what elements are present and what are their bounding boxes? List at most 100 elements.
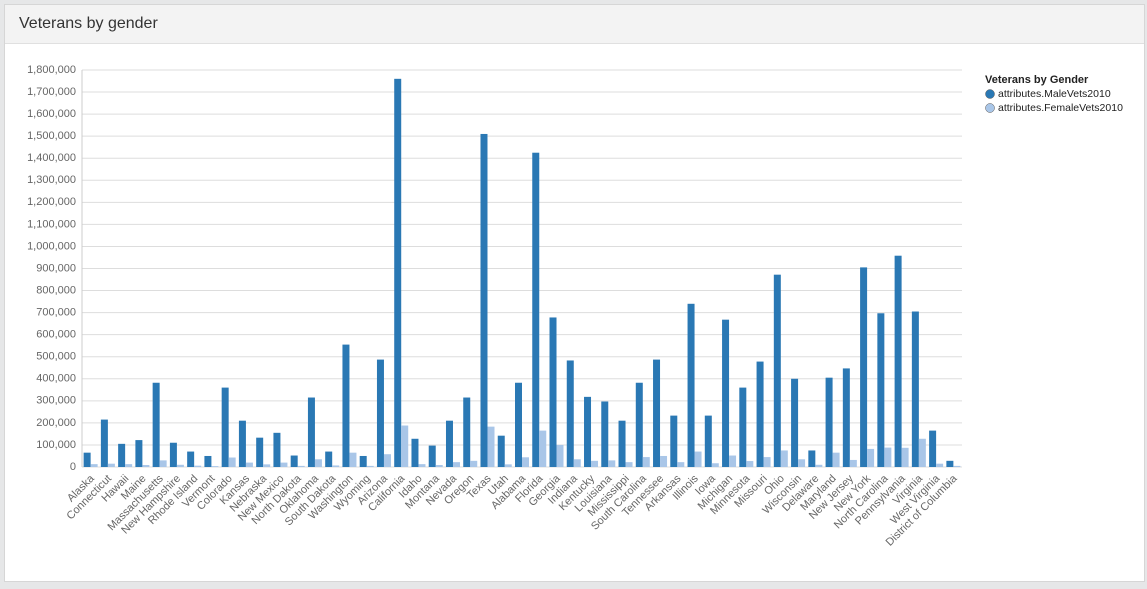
bar xyxy=(601,401,609,467)
bar xyxy=(815,464,823,467)
bar xyxy=(280,462,288,467)
bar xyxy=(118,443,126,467)
bar xyxy=(618,420,626,467)
bar xyxy=(653,359,661,467)
y-tick-label: 200,000 xyxy=(36,417,76,429)
bar xyxy=(642,457,650,467)
bar xyxy=(711,463,719,467)
bar xyxy=(349,452,357,467)
bar xyxy=(918,438,926,467)
y-tick-label: 600,000 xyxy=(36,329,76,341)
bar xyxy=(608,460,616,467)
bar xyxy=(911,311,919,467)
bar xyxy=(566,360,574,467)
bar xyxy=(169,442,177,467)
bar xyxy=(739,387,747,467)
bar xyxy=(90,464,98,467)
bar xyxy=(584,396,592,467)
y-tick-label: 1,000,000 xyxy=(27,240,76,252)
bar xyxy=(867,448,875,467)
bar xyxy=(297,465,305,467)
bar xyxy=(694,451,702,467)
bar xyxy=(204,455,212,467)
y-tick-label: 800,000 xyxy=(36,284,76,296)
bar xyxy=(332,465,340,467)
bar xyxy=(325,451,333,467)
bar xyxy=(946,460,954,467)
bar xyxy=(780,450,788,467)
bar xyxy=(773,274,781,467)
bar xyxy=(825,377,833,467)
bar xyxy=(100,419,108,467)
bar xyxy=(307,397,315,467)
bar xyxy=(463,397,471,467)
bar xyxy=(428,445,436,467)
card: Veterans by gender xyxy=(4,4,1145,582)
bar xyxy=(273,432,281,467)
y-tick-label: 400,000 xyxy=(36,373,76,385)
bar xyxy=(187,451,195,467)
bar xyxy=(445,420,453,467)
y-tick-label: 0 xyxy=(70,461,76,473)
bar xyxy=(625,462,633,467)
bar xyxy=(221,387,229,467)
bar xyxy=(894,255,902,467)
bar xyxy=(176,464,184,467)
bar xyxy=(159,460,167,467)
bar xyxy=(263,464,271,467)
bar xyxy=(798,459,806,467)
legend-label: attributes.MaleVets2010 xyxy=(998,88,1111,100)
y-tick-label: 900,000 xyxy=(36,262,76,274)
bar xyxy=(573,459,581,467)
bar xyxy=(756,361,764,467)
bar xyxy=(791,378,799,467)
bar xyxy=(884,447,892,467)
bar xyxy=(211,466,219,467)
bar xyxy=(722,319,730,467)
legend-swatch xyxy=(985,103,995,113)
bar xyxy=(125,464,133,467)
bar xyxy=(842,368,850,467)
bar xyxy=(470,460,478,467)
bar xyxy=(152,382,160,467)
bar xyxy=(953,465,961,467)
legend: Veterans by Gender attributes.MaleVets201… xyxy=(985,74,1123,114)
bar xyxy=(435,465,443,467)
bar xyxy=(677,462,685,467)
bar xyxy=(245,462,253,467)
bar xyxy=(729,455,737,467)
bar xyxy=(366,465,374,467)
bar xyxy=(704,415,712,467)
legend-title: Veterans by Gender xyxy=(985,74,1089,86)
bar xyxy=(359,455,367,467)
bar xyxy=(411,438,419,467)
bar xyxy=(401,425,409,467)
y-tick-label: 1,700,000 xyxy=(27,86,76,98)
y-tick-label: 1,300,000 xyxy=(27,174,76,186)
bar xyxy=(532,152,540,468)
y-tick-label: 1,600,000 xyxy=(27,108,76,120)
y-tick-label: 1,400,000 xyxy=(27,152,76,164)
y-tick-label: 1,200,000 xyxy=(27,196,76,208)
bar xyxy=(635,382,643,467)
bar xyxy=(849,459,857,467)
bar xyxy=(290,455,298,467)
bar xyxy=(376,359,384,467)
bar xyxy=(515,382,522,467)
bar xyxy=(256,437,264,467)
bar xyxy=(556,444,564,467)
y-tick-label: 1,100,000 xyxy=(27,218,76,230)
bar xyxy=(83,452,91,467)
bar xyxy=(670,415,678,467)
bar xyxy=(763,457,771,467)
y-tick-label: 700,000 xyxy=(36,307,76,319)
bar xyxy=(549,317,557,467)
legend-label: attributes.FemaleVets2010 xyxy=(998,102,1123,114)
bar xyxy=(808,450,816,467)
header: Veterans by gender xyxy=(5,5,1144,44)
bar xyxy=(107,463,115,467)
bar xyxy=(497,435,505,467)
y-tick-label: 1,800,000 xyxy=(27,64,76,76)
bar xyxy=(832,452,840,467)
